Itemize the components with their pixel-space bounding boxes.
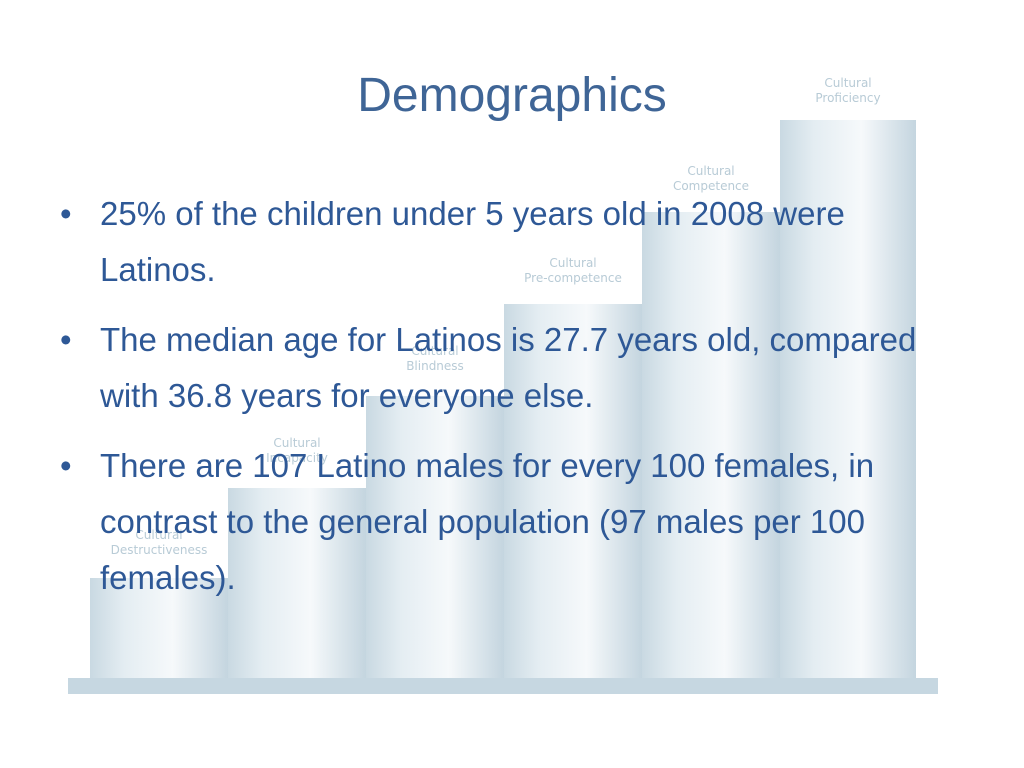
stair-step-1 bbox=[90, 578, 228, 680]
stair-label-line1: Cultural bbox=[135, 528, 183, 542]
stair-step-3 bbox=[366, 396, 504, 680]
bullet-text: 25% of the children under 5 years old in… bbox=[100, 195, 845, 288]
stair-label-line2: Incapacity bbox=[266, 451, 328, 465]
stair-label-4: Cultural Pre-competence bbox=[498, 256, 648, 286]
bullet-item: • The median age for Latinos is 27.7 yea… bbox=[60, 312, 960, 424]
stair-label-line2: Proficiency bbox=[815, 91, 881, 105]
stair-label-line1: Cultural bbox=[411, 344, 459, 358]
stair-label-2: Cultural Incapacity bbox=[222, 436, 372, 466]
stair-label-1: Cultural Destructiveness bbox=[84, 528, 234, 558]
bullet-text: There are 107 Latino males for every 100… bbox=[100, 447, 875, 596]
bullet-text: The median age for Latinos is 27.7 years… bbox=[100, 321, 917, 414]
stair-label-line1: Cultural bbox=[687, 164, 735, 178]
stair-label-line1: Cultural bbox=[273, 436, 321, 450]
stair-label-line2: Blindness bbox=[406, 359, 464, 373]
stair-label-line1: Cultural bbox=[824, 76, 872, 90]
slide-title: Demographics bbox=[357, 69, 667, 122]
stair-label-line2: Destructiveness bbox=[110, 543, 208, 557]
bullet-item: • There are 107 Latino males for every 1… bbox=[60, 438, 960, 606]
bullet-item: • 25% of the children under 5 years old … bbox=[60, 186, 960, 298]
stair-label-5: Cultural Competence bbox=[636, 164, 786, 194]
stair-base bbox=[68, 678, 938, 694]
bullet-list: • 25% of the children under 5 years old … bbox=[60, 186, 960, 620]
stair-label-line2: Competence bbox=[672, 179, 750, 193]
stair-step-4 bbox=[504, 304, 642, 680]
stair-label-line1: Cultural bbox=[549, 256, 597, 270]
stair-label-line2: Pre-competence bbox=[524, 271, 622, 285]
bullet-icon: • bbox=[60, 447, 72, 484]
stair-label-3: Cultural Blindness bbox=[360, 344, 510, 374]
stair-step-6 bbox=[780, 120, 916, 680]
bullet-icon: • bbox=[60, 321, 72, 358]
bullet-icon: • bbox=[60, 195, 72, 232]
stair-label-6: Cultural Proficiency bbox=[773, 76, 923, 106]
stair-step-5 bbox=[642, 212, 780, 680]
stair-step-2 bbox=[228, 488, 366, 680]
